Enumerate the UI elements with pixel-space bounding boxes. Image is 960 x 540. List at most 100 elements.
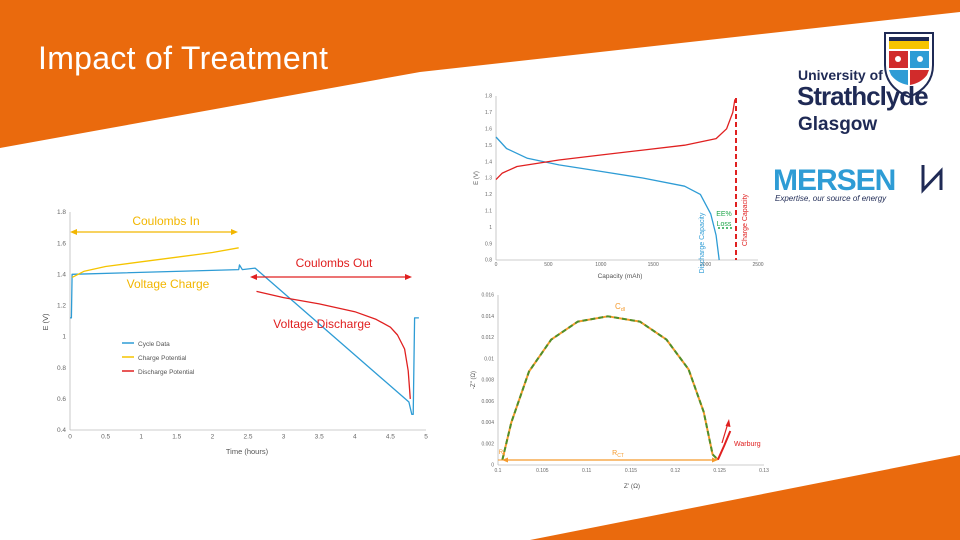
c2-ytick-label: 1 — [489, 225, 492, 231]
c3-xtick-label: 0.115 — [625, 468, 637, 474]
c1-ytick-label: 0.4 — [57, 427, 66, 434]
c2-ytick-label: 1.5 — [485, 143, 492, 149]
c3-xtick-label: 0.11 — [582, 468, 592, 474]
charge-capacity-label: Charge Capacity — [742, 193, 749, 246]
strathclyde-line1: University of — [798, 67, 883, 83]
c3-ytick-label: 0 — [491, 463, 494, 469]
c3-xtick-label: 0.125 — [713, 468, 726, 474]
c3-series-warburg-tail — [716, 430, 732, 461]
discharge-capacity-label: Discharge Capacity — [699, 212, 706, 273]
c2-xtick-label: 500 — [544, 262, 553, 268]
c1-xtick-label: 2 — [211, 434, 215, 441]
c3-ytick-label: 0.01 — [484, 356, 494, 362]
chart1-ylabel: E (V) — [41, 313, 50, 331]
ee-loss-label: EE% Loss — [716, 211, 732, 228]
c2-ytick-label: 1.6 — [485, 126, 492, 132]
c1-ytick-label: 0.6 — [57, 396, 66, 403]
rs-label: Rs — [499, 450, 506, 457]
c2-ytick-label: 1.8 — [485, 94, 492, 100]
strathclyde-line2: Strathclyde — [797, 81, 928, 111]
c2-ytick-label: 1.7 — [485, 110, 492, 116]
chart2-ylabel: E (V) — [474, 171, 480, 185]
c1-xtick-label: 5 — [424, 434, 428, 441]
c1-series-charge-potential — [71, 247, 239, 278]
c3-series-data — [501, 315, 719, 461]
chart3-axes — [497, 295, 764, 466]
c3-xtick-label: 0.105 — [536, 468, 549, 474]
mersen-tagline: Expertise, our source of energy — [775, 194, 887, 203]
warburg-label: Warburg — [734, 441, 761, 448]
c3-ytick-label: 0.012 — [481, 335, 494, 341]
c2-xtick-label: 1500 — [648, 262, 659, 268]
rct-label: RCT — [612, 450, 624, 459]
cycle-voltage-chart: 0 0.5 1 1.5 2 2.5 3 3.5 4 4.5 5 0.4 0.6 0.8 1 1.2 1.4 1.6… — [41, 209, 428, 456]
c1-ytick-label: 1.4 — [57, 271, 66, 278]
chart2-xlabel: Capacity (mAh) — [598, 273, 643, 280]
c1-xtick-label: 1.5 — [172, 434, 181, 441]
c2-ytick-label: 0.8 — [485, 258, 492, 264]
c3-ytick-label: 0.004 — [481, 420, 494, 426]
mersen-logo-icon: MERSEN Expertise, our source of energy — [773, 164, 943, 203]
chart1-axes — [69, 212, 426, 431]
cdl-label: Cdl — [615, 302, 625, 313]
c2-xtick-label: 2500 — [752, 262, 763, 268]
c1-xtick-label: 4 — [353, 434, 357, 441]
c2-ytick-label: 1.4 — [485, 159, 492, 165]
c3-ytick-label: 0.006 — [481, 399, 494, 405]
c2-ytick-label: 1.1 — [485, 208, 492, 214]
legend-discharge-potential: Discharge Potential — [138, 369, 195, 376]
c2-series-discharge — [495, 136, 720, 261]
orange-header-band — [0, 0, 960, 148]
c3-ytick-label: 0.016 — [481, 293, 494, 299]
c1-xtick-label: 3.5 — [315, 434, 324, 441]
voltage-charge-label: Voltage Charge — [127, 277, 210, 291]
c1-ytick-label: 1.6 — [57, 240, 66, 247]
strathclyde-wordmark: University of Strathclyde Glasgow — [797, 67, 929, 135]
c1-ytick-label: 1.2 — [57, 303, 66, 310]
c1-xtick-label: 1 — [139, 434, 143, 441]
coulombs-in-label: Coulombs In — [132, 214, 199, 228]
svg-text:Loss: Loss — [717, 221, 732, 228]
rct-arrow — [502, 457, 718, 463]
svg-text:EE%: EE% — [716, 211, 732, 218]
slide-title: Impact of Treatment — [38, 40, 329, 76]
c3-ytick-label: 0.008 — [481, 378, 494, 384]
c1-xtick-label: 4.5 — [386, 434, 395, 441]
warburg-arrow — [721, 419, 731, 444]
voltage-discharge-label: Voltage Discharge — [273, 317, 371, 331]
c1-ytick-label: 1.8 — [57, 209, 66, 216]
impedance-nyquist-chart: 0.1 0.105 0.11 0.115 0.12 0.125 0.13 0 0.002 0.00… — [471, 293, 769, 490]
c1-ytick-label: 1 — [62, 334, 66, 341]
c1-series-cycle-data — [70, 264, 419, 416]
coulombs-out-label: Coulombs Out — [296, 256, 373, 270]
chart3-ylabel: -Z'' (Ω) — [471, 371, 477, 389]
c2-series-charge — [495, 99, 736, 181]
c2-xtick-label: 0 — [495, 262, 498, 268]
chart2-axes — [495, 96, 758, 261]
c1-series-discharge-potential — [256, 290, 411, 399]
coulombs-out-arrow — [250, 274, 412, 280]
logos-area: University of Strathclyde Glasgow MERSEN… — [773, 32, 943, 203]
c1-xtick-label: 0.5 — [101, 434, 110, 441]
c2-xtick-label: 2000 — [700, 262, 711, 268]
c3-xtick-label: 0.1 — [495, 468, 502, 474]
c1-ytick-label: 0.8 — [57, 365, 66, 372]
legend-charge-potential: Charge Potential — [138, 355, 187, 362]
c2-ytick-label: 1.2 — [485, 192, 492, 198]
legend-cycle-data: Cycle Data — [138, 341, 170, 348]
c2-ytick-label: 1.3 — [485, 176, 492, 182]
coulombs-in-arrow — [70, 229, 238, 235]
capacity-voltage-chart: 0 500 1000 1500 2000 2500 0.8 0.9 1 1.1 1.2 1.3 1.4 1… — [474, 94, 764, 280]
mersen-wordmark: MERSEN — [773, 164, 895, 197]
c3-series-fit — [501, 315, 719, 461]
strathclyde-line3: Glasgow — [798, 114, 877, 135]
c3-ytick-label: 0.014 — [481, 314, 494, 320]
orange-footer-band — [530, 455, 960, 540]
c1-xtick-label: 0 — [68, 434, 72, 441]
c3-xtick-label: 0.12 — [670, 468, 680, 474]
c3-xtick-label: 0.13 — [759, 468, 769, 474]
c1-xtick-label: 2.5 — [243, 434, 252, 441]
chart3-xlabel: Z' (Ω) — [624, 483, 640, 490]
strathclyde-crest-icon — [884, 32, 934, 99]
